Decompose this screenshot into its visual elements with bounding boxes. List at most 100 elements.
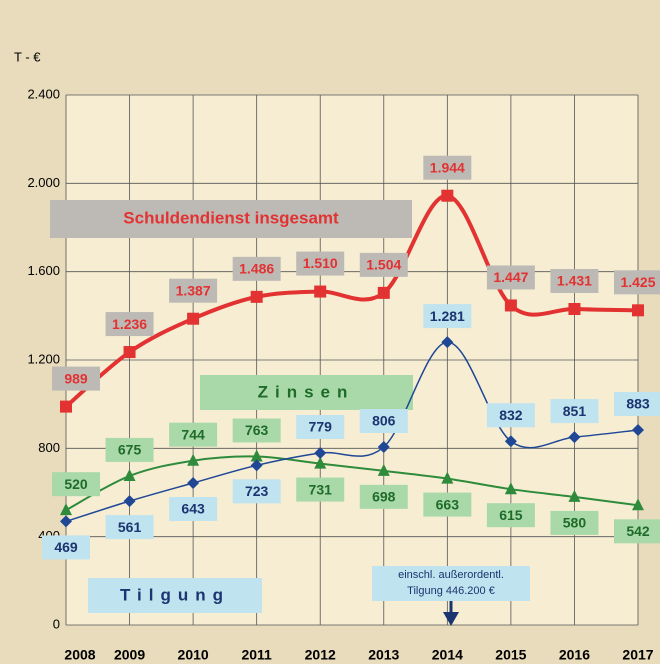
annotation-box <box>372 566 530 601</box>
value-label-box <box>423 492 472 517</box>
value-label: 763 <box>245 422 269 438</box>
value-label-box <box>486 265 535 290</box>
marker <box>632 424 644 437</box>
value-label: 663 <box>436 496 460 512</box>
annotation: einschl. außerordentl. <box>398 569 504 581</box>
series-line <box>64 193 639 409</box>
value-label-box <box>550 399 599 424</box>
marker <box>187 312 200 325</box>
marker <box>187 477 200 490</box>
value-label: 1.447 <box>493 269 528 285</box>
value-label: 1.486 <box>239 261 274 277</box>
value-label-box <box>296 477 345 502</box>
value-label: 779 <box>309 419 333 435</box>
value-label-box <box>296 251 345 276</box>
marker <box>441 336 454 349</box>
value-label: 731 <box>309 481 333 497</box>
value-label: 806 <box>372 413 396 429</box>
value-label-box <box>614 270 660 295</box>
marker <box>504 482 517 495</box>
marker <box>568 489 581 502</box>
x-tick-label: 2014 <box>432 647 463 663</box>
value-label: 675 <box>118 442 142 458</box>
value-label: 643 <box>181 501 205 517</box>
annotation: Tilgung 446.200 € <box>407 585 495 597</box>
marker <box>250 290 263 303</box>
marker <box>250 459 263 472</box>
x-tick-label: 2008 <box>64 647 95 663</box>
x-tick-label: 2017 <box>622 647 653 663</box>
series-line <box>65 455 639 512</box>
value-label: 744 <box>181 426 205 442</box>
marker <box>632 498 644 511</box>
marker <box>632 304 644 317</box>
value-label-box <box>359 484 408 509</box>
value-label-box <box>105 312 154 337</box>
value-label-box <box>359 252 408 277</box>
value-label-box <box>232 418 281 443</box>
x-tick-label: 2013 <box>368 647 399 663</box>
value-label-box <box>169 422 218 447</box>
value-label: 580 <box>563 515 587 531</box>
value-label-box <box>614 519 660 544</box>
y-tick-label: 0 <box>53 616 60 631</box>
value-label: 542 <box>626 523 650 539</box>
value-label-box <box>423 155 472 180</box>
legend-label: Zinsen <box>258 382 355 401</box>
marker <box>568 302 581 315</box>
y-tick-label: 1.600 <box>27 263 60 278</box>
value-label-box <box>52 472 100 497</box>
y-tick-label: 2.000 <box>27 175 60 190</box>
marker <box>123 346 136 359</box>
value-label-box <box>614 392 660 417</box>
annotation-arrow <box>443 612 459 626</box>
legend-label: Schuldendienst insgesamt <box>123 208 339 227</box>
marker <box>377 286 390 299</box>
value-label-box <box>52 366 100 391</box>
marker <box>314 456 327 469</box>
y-tick-label: 2.400 <box>27 86 60 101</box>
value-label: 1.425 <box>620 274 655 290</box>
value-label-box <box>486 403 535 428</box>
value-label-box <box>105 437 154 462</box>
value-label-box <box>42 535 90 560</box>
marker <box>568 431 581 444</box>
value-label: 1.236 <box>112 316 147 332</box>
x-tick-label: 2012 <box>305 647 336 663</box>
value-label: 561 <box>118 519 142 535</box>
marker <box>314 446 327 459</box>
value-label: 723 <box>245 483 269 499</box>
legend-label: Tilgung <box>120 585 230 604</box>
legend-box <box>200 375 413 410</box>
x-tick-label: 2016 <box>559 647 590 663</box>
value-label: 832 <box>499 407 523 423</box>
value-label: 1.504 <box>366 257 401 273</box>
value-label: 1.944 <box>430 159 465 175</box>
marker <box>187 453 200 466</box>
marker <box>377 441 390 454</box>
marker <box>504 299 517 312</box>
value-label-box <box>232 256 281 281</box>
x-tick-label: 2015 <box>495 647 526 663</box>
value-label-box <box>296 414 345 439</box>
marker <box>123 468 136 481</box>
marker <box>250 449 263 462</box>
x-tick-label: 2009 <box>114 647 145 663</box>
value-label: 1.281 <box>430 308 465 324</box>
value-label: 615 <box>499 507 523 523</box>
value-label-box <box>169 278 218 303</box>
value-label-box <box>550 510 599 535</box>
y-tick-label: 1.200 <box>27 351 60 366</box>
marker <box>60 400 72 413</box>
value-label: 520 <box>64 476 88 492</box>
marker <box>60 515 72 528</box>
value-label-box <box>359 409 408 434</box>
marker <box>60 503 72 516</box>
series-line <box>65 341 639 523</box>
marker <box>377 463 390 476</box>
value-label: 469 <box>54 539 78 555</box>
value-label: 1.431 <box>557 273 592 289</box>
value-label: 851 <box>563 403 587 419</box>
value-label: 989 <box>64 370 88 386</box>
